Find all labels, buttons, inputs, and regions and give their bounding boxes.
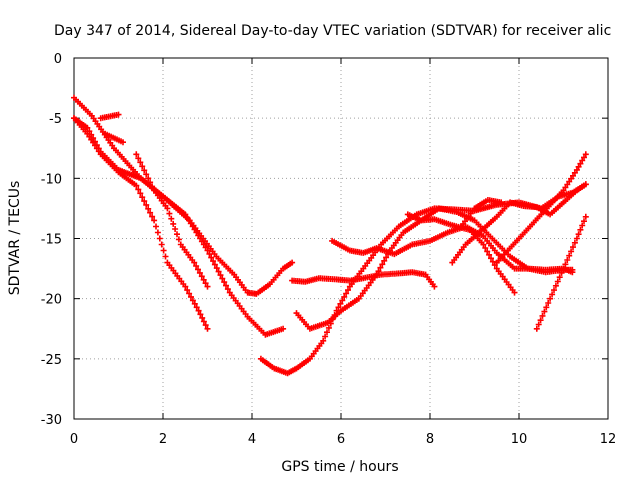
y-tick-label: -5 [49,112,62,127]
data-point-markers [458,197,505,230]
data-point-markers [71,94,287,338]
y-tick-label: -15 [41,233,62,248]
data-point-markers [102,130,126,146]
data-point-markers [533,213,589,332]
data-point-markers [493,151,589,266]
series-track-3 [71,94,287,338]
data-point-markers [289,269,438,290]
x-tick-label: 8 [426,432,434,447]
y-axis-label: SDTVAR / TECUs [7,181,23,296]
x-axis-label: GPS time / hours [281,459,398,475]
data-series [71,94,589,377]
series-track-11 [404,211,518,296]
x-tick-label: 6 [337,432,345,447]
series-track-13 [458,197,505,230]
x-tick-label: 2 [159,432,167,447]
data-point-markers [133,151,211,290]
y-tick-label: -25 [41,353,62,368]
y-tick-label: 0 [54,52,62,67]
series-track-8 [289,269,438,290]
axis-ticks: 0 2 4 6 8 10 12 0 -5 -10 -15 -20 -25 -30 [41,52,617,447]
data-point-markers [71,115,211,332]
series-track-15 [533,213,589,332]
chart-title: Day 347 of 2014, Sidereal Day-to-day VTE… [54,23,611,39]
x-tick-label: 4 [248,432,256,447]
x-tick-label: 10 [511,432,528,447]
x-tick-label: 0 [70,432,78,447]
y-tick-label: -10 [41,172,62,187]
series-track-6 [133,151,211,290]
series-track-4 [97,111,122,122]
y-tick-label: -20 [41,293,62,308]
series-track-2 [71,115,211,332]
x-tick-label: 12 [600,432,617,447]
y-tick-label: -30 [41,413,62,428]
data-point-markers [404,211,518,296]
data-point-markers [97,111,122,122]
series-track-5 [102,130,126,146]
series-track-14 [493,151,589,266]
